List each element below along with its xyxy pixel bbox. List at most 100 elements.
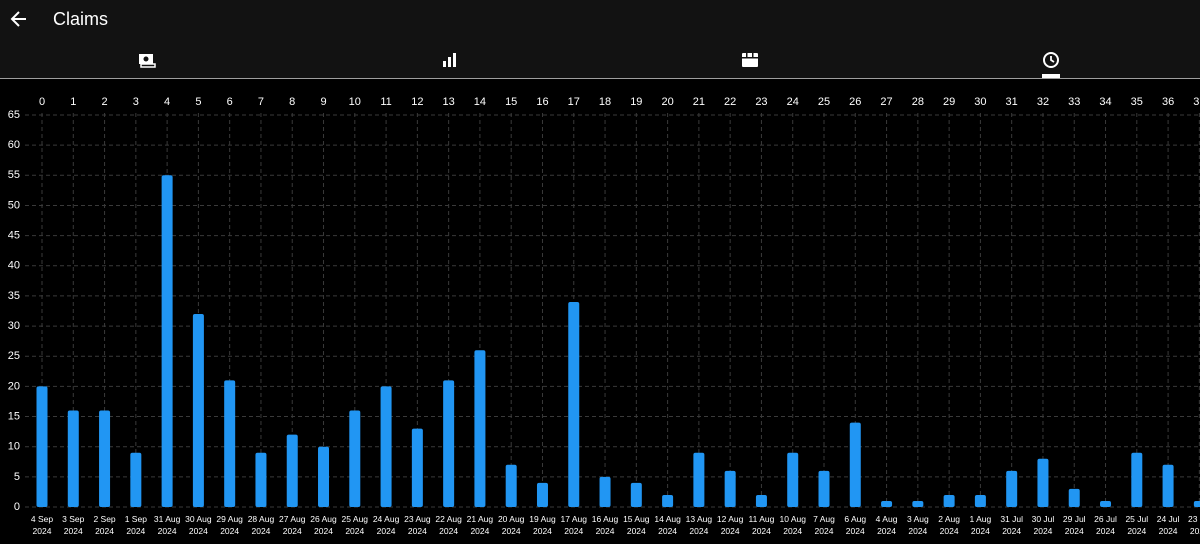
x-tick-label: 3 Sep 2024 [62, 514, 85, 536]
bar [36, 386, 48, 507]
x-tick-label: 25 Aug 2024 [341, 514, 369, 536]
x-tick-label: 30 Aug 2024 [185, 514, 212, 536]
index-label: 27 [880, 96, 892, 108]
index-label: 0 [39, 96, 45, 108]
y-tick-label: 25 [8, 350, 20, 362]
y-tick-label: 60 [8, 139, 20, 151]
index-label: 13 [443, 96, 455, 108]
x-tick-label: 4 Sep 2024 [30, 514, 54, 536]
bar [1131, 452, 1143, 507]
index-label: 23 [755, 96, 767, 108]
x-tick-label: 19 Aug 2024 [529, 514, 556, 536]
y-tick-label: 50 [8, 199, 20, 211]
index-label: 5 [195, 96, 201, 108]
y-tick-label: 0 [14, 501, 20, 513]
bar [411, 428, 423, 507]
bar [881, 500, 893, 507]
index-label: 17 [568, 96, 580, 108]
page-title: Claims [53, 9, 109, 29]
bar [568, 301, 580, 507]
bar [787, 452, 799, 507]
x-tick-label: 7 Aug 2024 [813, 514, 835, 536]
x-tick-label: 26 Jul 2024 [1094, 514, 1117, 536]
tab-indicator [1042, 74, 1060, 78]
bar [130, 452, 142, 507]
index-label: 1 [70, 96, 76, 108]
x-tick-label: 31 Jul 2024 [1000, 514, 1024, 536]
y-tick-label: 5 [14, 471, 20, 483]
x-tick-label: 20 Aug 2024 [497, 514, 525, 536]
x-tick-label: 26 Aug 2024 [310, 514, 337, 536]
bar [1100, 500, 1112, 507]
bar [505, 464, 517, 507]
y-tick-label: 15 [8, 410, 20, 422]
index-label: 8 [289, 96, 295, 108]
index-label: 6 [227, 96, 233, 108]
x-tick-label: 24 Aug 2024 [372, 514, 400, 536]
index-label: 32 [1037, 96, 1049, 108]
y-tick-label: 10 [8, 441, 20, 453]
index-label: 21 [693, 96, 705, 108]
bar [99, 410, 111, 507]
index-label: 29 [943, 96, 955, 108]
x-tick-label: 27 Aug 2024 [278, 514, 306, 536]
x-tick-label: 25 Jul 2024 [1125, 514, 1149, 536]
bar [1193, 500, 1200, 507]
x-tick-label: 6 Aug 2024 [844, 514, 867, 536]
bar [67, 410, 79, 507]
bar [318, 446, 330, 507]
index-label: 11 [380, 96, 391, 108]
back-button[interactable] [9, 9, 29, 29]
bar [912, 500, 924, 507]
x-tick-label: 3 Aug 2024 [906, 514, 929, 536]
x-tick-label: 4 Aug 2024 [875, 514, 898, 536]
bar [662, 494, 674, 507]
index-label: 14 [474, 96, 486, 108]
tab-history[interactable] [1041, 50, 1061, 70]
bar [536, 482, 548, 507]
x-tick-label: 17 Aug 2024 [560, 514, 587, 536]
bar [474, 350, 486, 507]
x-tick-label: 13 Aug 2024 [685, 514, 713, 536]
index-label: 3 [133, 96, 139, 108]
index-label: 30 [974, 96, 986, 108]
index-label: 10 [349, 96, 361, 108]
x-tick-label: 29 Jul 2024 [1062, 514, 1086, 536]
x-tick-label: 10 Aug 2024 [779, 514, 806, 536]
bar [286, 434, 298, 507]
tab-stats[interactable] [440, 51, 460, 69]
y-tick-label: 65 [8, 109, 20, 121]
x-tick-label: 16 Aug 2024 [591, 514, 619, 536]
bar [380, 386, 392, 507]
tab-payments[interactable] [137, 51, 157, 69]
x-tick-label: 1 Aug 2024 [969, 514, 992, 536]
index-label: 4 [164, 96, 170, 108]
index-label: 36 [1162, 96, 1174, 108]
x-tick-label: 31 Aug 2024 [153, 514, 181, 536]
bar [693, 452, 705, 507]
bar [724, 470, 736, 507]
bar [849, 422, 861, 507]
tab-store[interactable] [740, 51, 760, 69]
x-tick-label: 11 Aug 2024 [748, 514, 775, 536]
x-tick-label: 15 Aug 2024 [623, 514, 650, 536]
y-tick-label: 40 [8, 260, 20, 272]
bar [1162, 464, 1174, 507]
index-label: 16 [536, 96, 548, 108]
bar [443, 380, 455, 507]
index-label: 18 [599, 96, 611, 108]
index-label: 22 [724, 96, 736, 108]
y-tick-label: 55 [8, 169, 20, 181]
index-label: 12 [411, 96, 423, 108]
bar [630, 482, 642, 507]
x-tick-label: 22 Aug 2024 [435, 514, 462, 536]
index-label: 15 [505, 96, 517, 108]
x-tick-label: 12 Aug 2024 [716, 514, 744, 536]
index-label: 19 [630, 96, 642, 108]
x-tick-label: 23 Jul 2024 [1188, 514, 1200, 536]
y-tick-label: 30 [8, 320, 20, 332]
bar [224, 380, 236, 507]
x-tick-label: 24 Jul 2024 [1156, 514, 1180, 536]
index-label: 31 [1006, 96, 1018, 108]
